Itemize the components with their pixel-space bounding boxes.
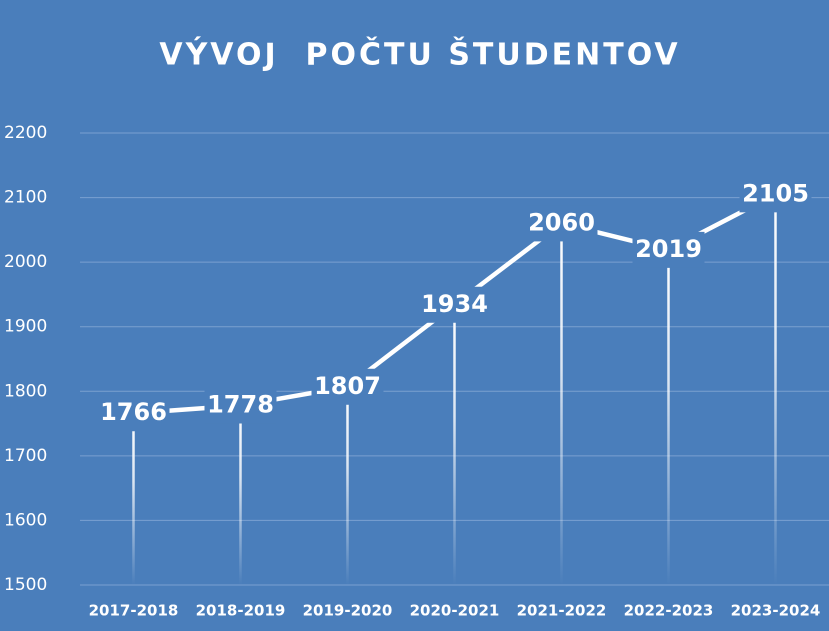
y-tick-label: 1700 <box>4 446 47 466</box>
data-label: 1778 <box>207 390 274 418</box>
label-box <box>204 387 277 424</box>
y-tick-label: 2000 <box>4 252 47 272</box>
data-label: 1807 <box>314 372 381 400</box>
label-box <box>525 205 598 242</box>
label-box <box>418 286 491 323</box>
label-box <box>97 395 170 432</box>
data-label: 2060 <box>528 208 595 236</box>
data-label: 2019 <box>635 235 702 263</box>
x-tick-label: 2017-2018 <box>89 602 179 620</box>
chart-title: VÝVOJ POČTU ŠTUDENTOV <box>159 36 680 73</box>
y-tick-label: 1900 <box>4 317 47 337</box>
data-label: 1766 <box>100 398 167 426</box>
data-label: 2105 <box>742 179 809 207</box>
label-box <box>632 231 705 268</box>
x-tick-label: 2020-2021 <box>410 602 500 620</box>
y-tick-label: 2200 <box>4 123 47 143</box>
x-tick-label: 2021-2022 <box>517 602 607 620</box>
x-tick-label: 2019-2020 <box>303 602 393 620</box>
x-tick-label: 2022-2023 <box>624 602 714 620</box>
data-label: 1934 <box>421 290 488 318</box>
x-tick-label: 2023-2024 <box>731 602 821 620</box>
x-tick-label: 2018-2019 <box>196 602 286 620</box>
label-box <box>311 368 384 405</box>
y-tick-label: 2100 <box>4 188 47 208</box>
y-tick-label: 1600 <box>4 510 47 530</box>
y-tick-label: 1800 <box>4 381 47 401</box>
y-tick-label: 1500 <box>4 575 47 595</box>
label-box <box>739 176 812 213</box>
